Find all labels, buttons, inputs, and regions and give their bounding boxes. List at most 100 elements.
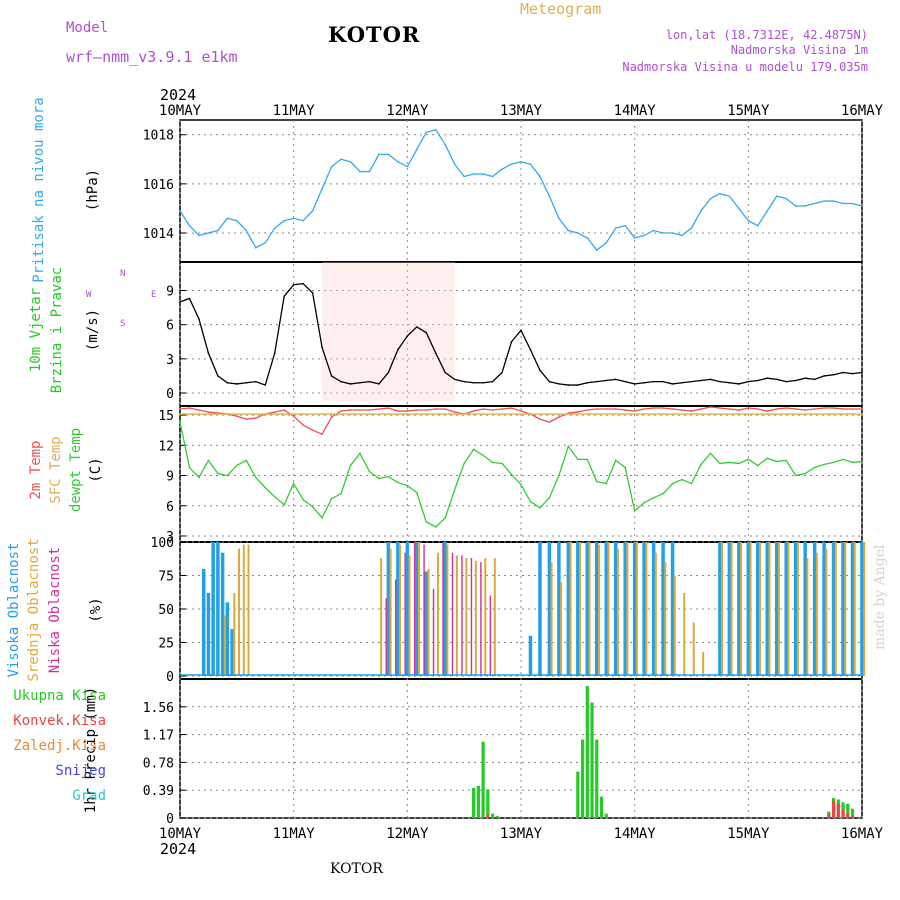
time-tick-label-bottom: 10MAY	[159, 826, 202, 842]
temp-sfc-line-point	[397, 413, 399, 415]
temp-2m-line-point	[558, 416, 560, 418]
pressure-line-point	[851, 202, 854, 205]
temp-sfc-line-point	[558, 413, 560, 415]
pressure-axis-tick-label: 1014	[143, 227, 174, 242]
mid-cloud-bar	[560, 582, 563, 676]
conv-precip-bar	[486, 814, 490, 818]
temp-dewpt-line-point	[851, 461, 854, 464]
temp-dewpt-line-point	[804, 472, 806, 475]
compass-south: S	[120, 319, 125, 329]
pressure-axis-tick-label: 1016	[143, 178, 174, 193]
wind-speed-line-point	[775, 378, 778, 381]
wind-speed-line-point	[207, 352, 210, 354]
temp-unit: (C)	[88, 457, 104, 482]
temp-2m-line-point	[643, 408, 645, 410]
temp-dewpt-line-point	[302, 498, 304, 501]
wind-speed-line-point	[378, 383, 380, 385]
pressure-line-point	[397, 160, 399, 163]
temp-dewpt-line-point	[624, 466, 626, 469]
pressure-line-point	[472, 173, 475, 175]
wind-speed-line-point	[842, 371, 844, 374]
temp-2m-line-point	[614, 408, 617, 410]
time-tick-label-bottom: 11MAY	[273, 826, 316, 842]
pressure-line-point	[728, 195, 731, 197]
temp-sfc-line-point	[416, 413, 418, 415]
wind-speed-line-point	[813, 378, 816, 381]
wind-speed-line-point	[463, 380, 465, 383]
temp-dewpt-line-point	[728, 461, 731, 464]
pressure-line-point	[794, 205, 797, 207]
temp-2m-line-point	[330, 416, 333, 418]
temp-2m-line-point	[434, 408, 437, 410]
temp-sfc-line-point	[633, 413, 636, 415]
temp-legend-dewpt: dewpt Temp	[68, 428, 84, 512]
mid-cloud-bar	[588, 542, 591, 676]
temp-dewpt-line-point	[681, 478, 683, 481]
mid-cloud-bar	[702, 651, 705, 676]
temp-2m-line-point	[813, 408, 816, 410]
wind-speed-line-point	[567, 384, 570, 386]
temp-sfc-line-point	[501, 413, 503, 415]
temp-dewpt-line-point	[747, 458, 750, 461]
total-precip-bar	[576, 771, 580, 818]
low-cloud-bar	[413, 542, 416, 676]
mid-cloud-bar	[418, 542, 421, 676]
temp-sfc-line-point	[757, 413, 759, 415]
temp-dewpt-line-point	[823, 463, 825, 466]
time-tick-label-top: 12MAY	[386, 103, 429, 119]
mid-cloud-bar	[787, 542, 790, 676]
pressure-line-point	[719, 192, 721, 195]
wind-speed-line-point	[539, 369, 541, 372]
high-cloud-bar	[841, 542, 845, 676]
temp-dewpt-line-point	[690, 482, 693, 485]
temp-sfc-line-point	[472, 413, 475, 415]
cloud-axis-tick-label: 25	[158, 637, 174, 652]
temp-sfc-line-point	[198, 413, 200, 415]
wind-speed-line-point	[794, 379, 797, 382]
time-tick-label-top: 15MAY	[727, 103, 770, 119]
pressure-line-point	[652, 229, 655, 232]
pressure-line-point	[690, 227, 693, 229]
temp-dewpt-line-point	[510, 473, 513, 476]
high-cloud-bar	[396, 542, 400, 676]
high-cloud-bar	[538, 542, 542, 676]
temp-dewpt-line-point	[491, 461, 494, 464]
temp-sfc-line-point	[453, 413, 456, 415]
temp-dewpt-line-point	[794, 474, 797, 477]
temp-2m-line-point	[785, 407, 788, 409]
temp-2m-line-point	[624, 409, 626, 411]
temp-dewpt-line-point	[766, 457, 769, 460]
wind-speed-line-point	[501, 371, 503, 374]
wind-speed-line-point	[709, 378, 712, 381]
mid-cloud-bar	[399, 544, 402, 676]
pressure-line-point	[245, 229, 248, 232]
pressure-line-point	[681, 234, 683, 237]
high-cloud-bar	[661, 542, 665, 676]
temp-dewpt-line-point	[861, 460, 863, 463]
temp-sfc-line-point	[444, 413, 447, 415]
temp-sfc-line-point	[529, 413, 532, 415]
temp-dewpt-line-point	[179, 421, 181, 423]
pressure-line-point	[804, 205, 806, 207]
temp-2m-line-point	[757, 408, 759, 410]
conv-precip-bar	[846, 813, 850, 818]
temp-2m-line-point	[292, 415, 295, 417]
temp-2m-line-point	[406, 410, 409, 412]
wind-speed-line-point	[681, 381, 683, 384]
wind-speed-line-point	[671, 383, 674, 385]
low-cloud-bar	[385, 598, 387, 676]
wind-unit: (m/s)	[85, 309, 101, 351]
mid-cloud-bar	[238, 548, 241, 676]
low-cloud-bar	[480, 562, 482, 676]
temp-dewpt-line-point	[330, 497, 333, 500]
pressure-line-point	[510, 163, 513, 166]
pressure-line-point	[595, 249, 598, 251]
temp-axis-tick-label: 9	[166, 470, 174, 485]
pressure-line-point	[633, 237, 636, 239]
mid-cloud-bar	[626, 542, 629, 676]
high-cloud-bar	[230, 629, 234, 676]
wind-speed-line-point	[747, 380, 750, 383]
mid-cloud-bar	[579, 542, 582, 676]
temp-2m-line-point	[245, 418, 248, 420]
temp-sfc-line-point	[292, 413, 295, 415]
